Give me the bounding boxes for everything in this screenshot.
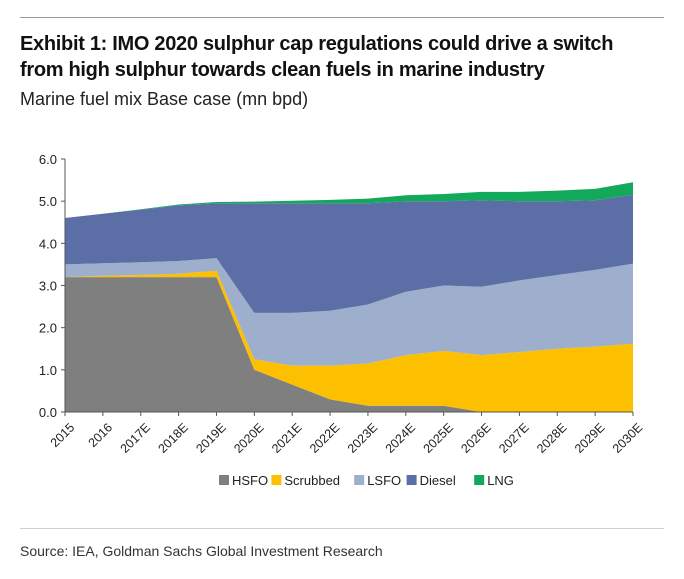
x-tick-label: 2023E: [345, 420, 380, 455]
x-tick-label: 2025E: [421, 420, 456, 455]
x-tick-label: 2030E: [610, 420, 645, 455]
top-rule: [20, 17, 664, 18]
area-diesel: [65, 194, 633, 313]
legend-label-lng: LNG: [487, 473, 514, 488]
x-tick-label: 2029E: [572, 420, 607, 455]
y-tick-label: 6.0: [39, 152, 57, 167]
legend-swatch-diesel: [406, 475, 417, 485]
x-tick-label: 2028E: [534, 420, 569, 455]
chart-subtitle: Marine fuel mix Base case (mn bpd): [20, 89, 309, 109]
x-tick-label: 2024E: [383, 420, 418, 455]
y-tick-label: 0.0: [39, 405, 57, 420]
x-tick-label: 2027E: [496, 420, 531, 455]
x-tick-label: 2021E: [269, 420, 304, 455]
x-tick-label: 2026E: [458, 420, 493, 455]
y-tick-label: 2.0: [39, 321, 57, 336]
area-hsfo: [65, 277, 633, 412]
legend-swatch-lng: [474, 475, 485, 485]
x-tick-label: 2017E: [118, 420, 153, 455]
exhibit-title: Exhibit 1: IMO 2020 sulphur cap regulati…: [20, 33, 614, 81]
bottom-rule: [20, 528, 664, 529]
legend-label-lsfo: LSFO: [367, 473, 401, 488]
legend-label-scrubbed: Scrubbed: [284, 473, 340, 488]
source-note: Source: IEA, Goldman Sachs Global Invest…: [20, 543, 383, 559]
x-tick-label: 2016: [86, 420, 116, 450]
x-tick-label: 2022E: [307, 420, 342, 455]
x-tick-label: 2019E: [193, 420, 228, 455]
legend-swatch-lsfo: [354, 475, 365, 485]
y-tick-label: 3.0: [39, 279, 57, 294]
x-tick-label: 2020E: [231, 420, 266, 455]
x-tick-label: 2018E: [155, 420, 190, 455]
area-lng: [65, 182, 633, 218]
x-tick-label: 2015: [48, 420, 78, 450]
legend-label-hsfo: HSFO: [232, 473, 268, 488]
y-tick-label: 1.0: [39, 363, 57, 378]
legend-swatch-hsfo: [219, 475, 229, 485]
legend-label-diesel: Diesel: [420, 473, 456, 488]
y-tick-label: 5.0: [39, 194, 57, 209]
y-tick-label: 4.0: [39, 236, 57, 251]
area-lsfo: [65, 258, 633, 366]
legend-swatch-scrubbed: [271, 475, 282, 485]
area-scrubbed: [65, 270, 633, 412]
